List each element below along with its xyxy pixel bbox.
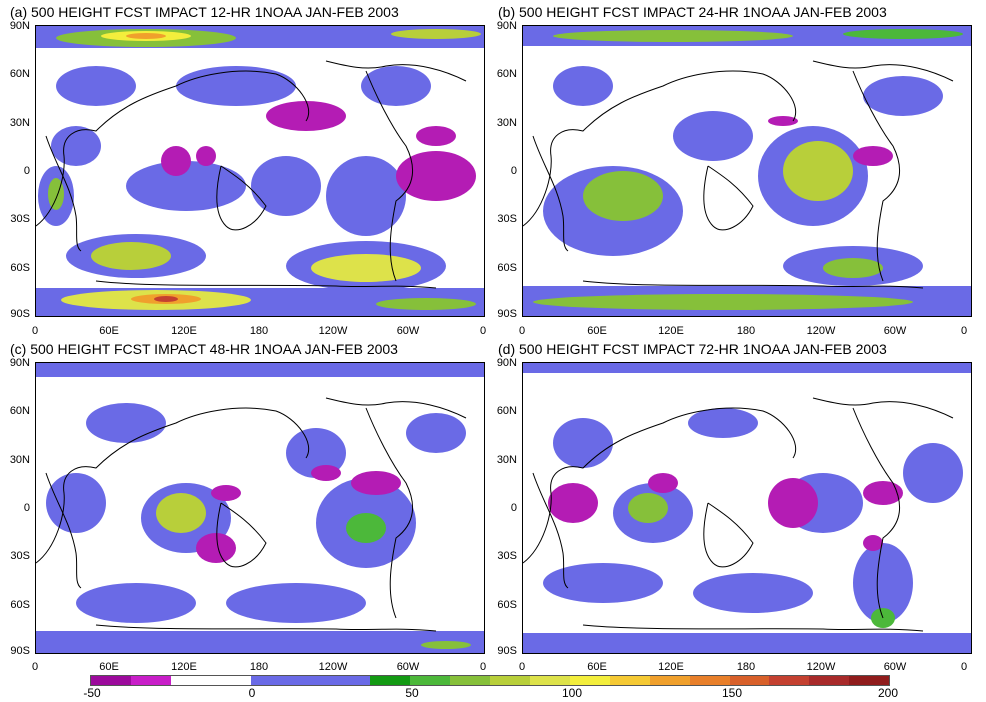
lon-label: 60E: [587, 325, 607, 337]
colorbar-segment-16: [729, 676, 770, 685]
panel-title: (d) 500 HEIGHT FCST IMPACT 72-HR 1NOAA J…: [498, 341, 887, 357]
lat-label: 0: [510, 502, 517, 514]
lon-label: 0: [479, 661, 487, 673]
panel-title: (b) 500 HEIGHT FCST IMPACT 24-HR 1NOAA J…: [498, 4, 887, 20]
lon-label: 180: [249, 661, 269, 673]
colorbar-segment-18: [809, 676, 850, 685]
colorbar-segment-4: [250, 676, 291, 685]
lon-label: 60W: [883, 325, 907, 337]
colorbar-segment-11: [529, 676, 570, 685]
colorbar-segment-8: [410, 676, 451, 685]
map-panel-b: [522, 25, 972, 317]
colorbar-segment-1: [130, 676, 171, 685]
lat-label: 30N: [9, 454, 30, 466]
lon-label: 120W: [806, 325, 836, 337]
lon-label: 60E: [99, 325, 119, 337]
lon-label: 180: [249, 325, 269, 337]
colorbar-segment-13: [609, 676, 650, 685]
lon-label: 120E: [171, 661, 197, 673]
map-panel-a: [35, 25, 485, 317]
lat-label: 30S: [497, 550, 517, 562]
lat-label: 90N: [9, 20, 30, 32]
colorbar-segment-7: [370, 676, 411, 685]
panel-title: (a) 500 HEIGHT FCST IMPACT 12-HR 1NOAA J…: [10, 4, 399, 20]
colorbar-label: -50: [83, 686, 101, 700]
lat-label: 60S: [10, 262, 30, 274]
lon-label: 120E: [658, 325, 684, 337]
colorbar-label: 50: [405, 686, 419, 700]
lon-label: 180: [736, 325, 756, 337]
map-panel-c: [35, 362, 485, 654]
lon-label: 0: [518, 661, 526, 673]
lat-label: 60S: [497, 599, 517, 611]
lon-label: 180: [736, 661, 756, 673]
lat-label: 60N: [9, 405, 30, 417]
colorbar-segment-14: [649, 676, 690, 685]
colorbar-segment-19: [849, 676, 890, 685]
colorbar-label: 100: [561, 686, 583, 700]
lon-label: 120E: [171, 325, 197, 337]
colorbar-segment-17: [769, 676, 810, 685]
lon-label: 0: [31, 325, 39, 337]
colorbar-label: 0: [248, 686, 256, 700]
lon-label: 0: [960, 325, 968, 337]
colorbar-segment-12: [569, 676, 610, 685]
lat-label: 30S: [10, 550, 30, 562]
lat-label: 90S: [497, 308, 517, 320]
lat-label: 30S: [497, 213, 517, 225]
colorbar-segment-15: [689, 676, 730, 685]
lon-label: 60W: [396, 325, 420, 337]
lon-label: 60E: [587, 661, 607, 673]
lat-label: 0: [23, 165, 30, 177]
lon-label: 120W: [318, 661, 348, 673]
lon-label: 120W: [806, 661, 836, 673]
colorbar-segment-2: [170, 676, 211, 685]
colorbar: [90, 675, 890, 686]
lon-label: 60W: [396, 661, 420, 673]
lon-label: 0: [479, 325, 487, 337]
lat-label: 30N: [496, 454, 517, 466]
colorbar-label: 150: [721, 686, 743, 700]
panel-title: (c) 500 HEIGHT FCST IMPACT 48-HR 1NOAA J…: [10, 341, 398, 357]
colorbar-segment-6: [330, 676, 371, 685]
lat-label: 90S: [10, 308, 30, 320]
lon-label: 0: [31, 661, 39, 673]
lat-label: 90N: [9, 357, 30, 369]
colorbar-segment-3: [210, 676, 251, 685]
lon-label: 0: [960, 661, 968, 673]
colorbar-segment-9: [450, 676, 491, 685]
colorbar-segment-5: [290, 676, 331, 685]
lat-label: 30N: [496, 117, 517, 129]
lon-label: 60W: [883, 661, 907, 673]
colorbar-label: 200: [877, 686, 899, 700]
colorbar-segment-10: [490, 676, 530, 685]
lon-label: 120E: [658, 661, 684, 673]
lat-label: 0: [510, 165, 517, 177]
map-panel-d: [522, 362, 972, 654]
lat-label: 60N: [496, 405, 517, 417]
lon-label: 120W: [318, 325, 348, 337]
lat-label: 60N: [9, 68, 30, 80]
lat-label: 90N: [496, 357, 517, 369]
lat-label: 90N: [496, 20, 517, 32]
lat-label: 30S: [10, 213, 30, 225]
lat-label: 90S: [497, 645, 517, 657]
lat-label: 60S: [10, 599, 30, 611]
lat-label: 60N: [496, 68, 517, 80]
lat-label: 90S: [10, 645, 30, 657]
lon-label: 60E: [99, 661, 119, 673]
colorbar-segment-0: [91, 676, 131, 685]
lat-label: 0: [23, 502, 30, 514]
lat-label: 60S: [497, 262, 517, 274]
lat-label: 30N: [9, 117, 30, 129]
lon-label: 0: [518, 325, 526, 337]
